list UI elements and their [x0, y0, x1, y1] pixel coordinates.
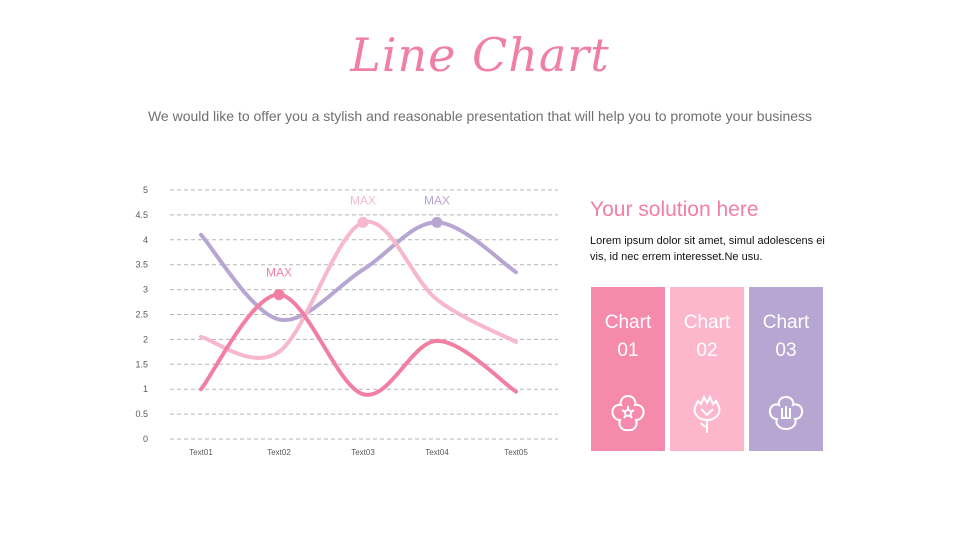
x-tick-label: Text02 [267, 448, 291, 457]
y-tick-label: 4 [143, 235, 148, 245]
y-tick-label: 0.5 [135, 409, 148, 419]
x-tick-label: Text04 [425, 448, 449, 457]
y-tick-label: 2 [143, 334, 148, 344]
chart-03-card[interactable]: Chart 03 [749, 287, 823, 451]
max-label: MAX [266, 266, 292, 280]
page-subtitle: We would like to offer you a stylish and… [147, 108, 813, 124]
solution-title: Your solution here [590, 198, 759, 221]
chart-01-card[interactable]: Chart 01 [591, 287, 665, 451]
x-tick-label: Text01 [189, 448, 213, 457]
card-label: Chart [762, 312, 810, 333]
card-number: 02 [696, 340, 718, 361]
flower-icon [611, 394, 645, 432]
max-point [431, 216, 443, 228]
max-point [273, 289, 285, 301]
series-line [199, 220, 518, 322]
y-tick-label: 1 [143, 384, 148, 394]
y-tick-label: 2.5 [135, 310, 148, 320]
chart-02-card[interactable]: Chart 02 [670, 287, 744, 451]
carnation-icon [693, 394, 721, 433]
x-tick-label: Text05 [504, 448, 528, 457]
series-line [199, 292, 518, 397]
max-label: MAX [350, 193, 376, 207]
card-label: Chart [604, 312, 652, 333]
y-tick-label: 3.5 [135, 260, 148, 270]
y-tick-label: 0 [143, 434, 148, 444]
y-tick-label: 5 [143, 185, 148, 195]
max-point [357, 216, 369, 228]
line-chart: 0 0.5 1 1.5 2 2.5 3 3.5 4 4.5 5 Text01 Text02 Text03 T… [135, 185, 558, 457]
y-tick-label: 3 [143, 285, 148, 295]
card-number: 03 [775, 340, 797, 361]
y-tick-label: 1.5 [135, 359, 148, 369]
solution-text: Lorem ipsum dolor sit amet, simul adoles… [590, 235, 825, 263]
card-number: 01 [617, 340, 639, 361]
y-tick-label: 4.5 [135, 210, 148, 220]
max-label: MAX [424, 193, 450, 207]
card-label: Chart [683, 312, 731, 333]
blossom-icon [768, 395, 804, 431]
page-title: Line Chart [350, 28, 610, 82]
x-tick-label: Text03 [351, 448, 375, 457]
